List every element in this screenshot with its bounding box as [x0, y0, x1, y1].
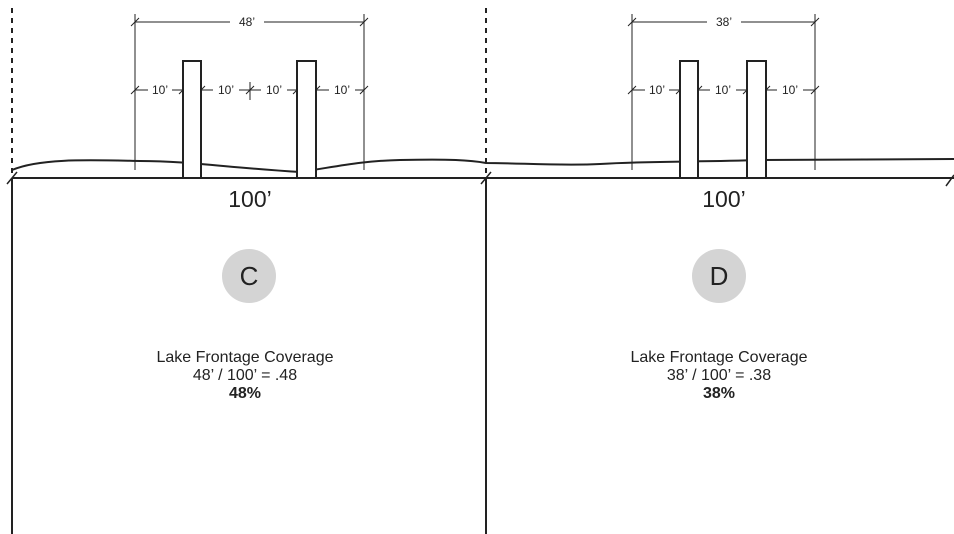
d-seg-label-5: 10’ — [782, 83, 798, 97]
c-seg-tick-4 — [245, 85, 255, 95]
d-coverage-block: Lake Frontage Coverage 38’ / 100’ = .38 … — [569, 349, 869, 403]
c-dock-right — [296, 60, 317, 179]
d-seg-tick-1 — [627, 85, 637, 95]
d-dock-right — [746, 60, 767, 179]
c-coverage-formula: 48’ / 100’ = .48 — [192, 367, 298, 384]
d-lot-width-label: 100’ — [702, 186, 746, 212]
c-seg-tick-7 — [359, 85, 369, 95]
d-coverage-formula: 38’ / 100’ = .38 — [666, 367, 772, 384]
c-panel-badge: C — [222, 249, 276, 303]
c-seg-label-4: 10’ — [266, 83, 282, 97]
c-total-dim-label: 48’ — [239, 15, 255, 29]
d-panel-letter: D — [709, 260, 729, 291]
c-seg-label-1: 10’ — [152, 83, 168, 97]
c-coverage-title: Lake Frontage Coverage — [156, 349, 334, 366]
c-panel-letter: C — [239, 260, 259, 291]
c-seg-label-bg-6 — [329, 82, 355, 98]
d-seg-label-bg-1 — [645, 82, 669, 98]
c-total-tick-left — [130, 17, 140, 27]
c-seg-label-3: 10’ — [218, 83, 234, 97]
d-coverage-title: Lake Frontage Coverage — [630, 349, 808, 366]
c-seg-tick-1 — [130, 85, 140, 95]
d-seg-label-1: 10’ — [649, 83, 665, 97]
d-seg-tick-6 — [810, 85, 820, 95]
c-seg-label-bg-3 — [213, 82, 239, 98]
d-total-tick-left — [627, 17, 637, 27]
d-coverage-percent: 38% — [702, 385, 736, 402]
frontage-tick-left — [6, 171, 18, 185]
c-seg-label-bg-4 — [261, 82, 287, 98]
d-dock-left — [679, 60, 699, 179]
d-total-dim-label: 38’ — [716, 15, 732, 29]
c-coverage-percent: 48% — [228, 385, 262, 402]
c-seg-label-6: 10’ — [334, 83, 350, 97]
c-coverage-block: Lake Frontage Coverage 48’ / 100’ = .48 … — [95, 349, 395, 403]
d-seg-label-bg-3 — [710, 82, 736, 98]
frontage-tick-right — [945, 174, 954, 187]
c-dock-left — [182, 60, 202, 179]
d-seg-label-3: 10’ — [715, 83, 731, 97]
c-seg-label-bg-1 — [148, 82, 172, 98]
shoreline — [11, 158, 954, 174]
d-seg-label-bg-5 — [777, 82, 803, 98]
d-total-label-bg — [707, 14, 741, 30]
c-total-label-bg — [230, 14, 264, 30]
c-lot-width-label: 100’ — [228, 186, 272, 212]
frontage-tick-middle — [480, 171, 492, 185]
c-total-tick-right — [359, 17, 369, 27]
d-total-tick-right — [810, 17, 820, 27]
d-panel-badge: D — [692, 249, 746, 303]
